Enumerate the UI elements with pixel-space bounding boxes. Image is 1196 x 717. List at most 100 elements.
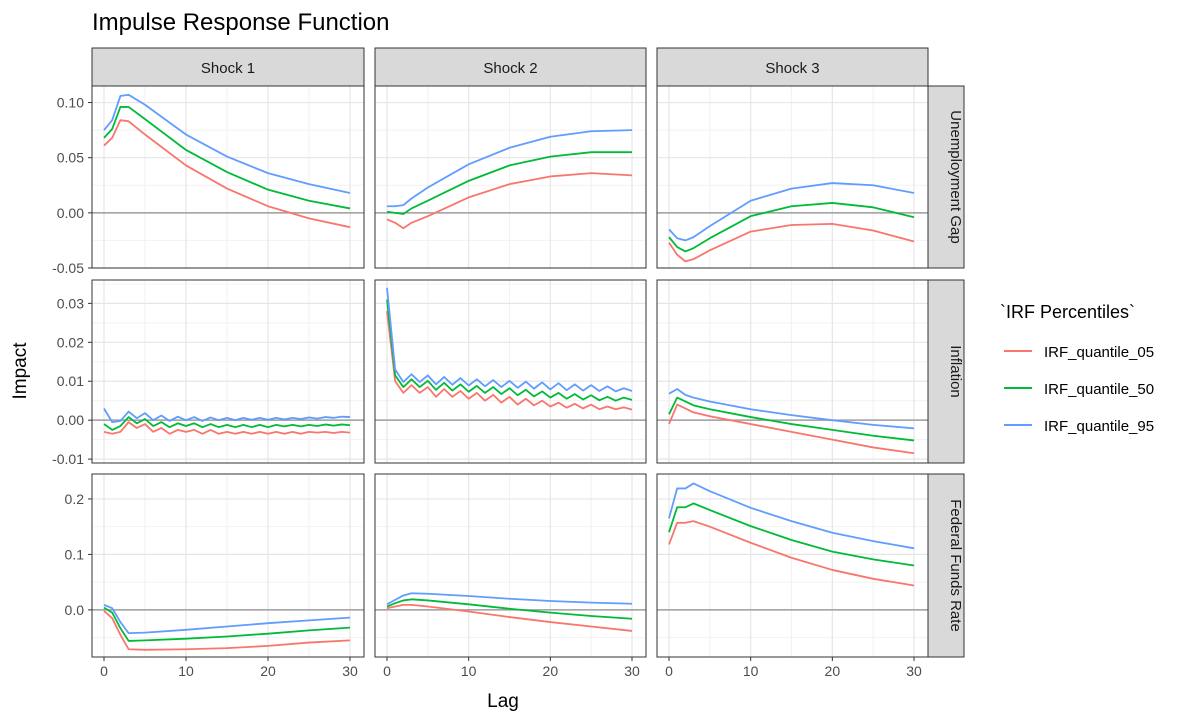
series-group bbox=[103, 93, 351, 229]
strip-label-inflation: Inflation bbox=[947, 345, 964, 398]
series-line-irf-quantile-95 bbox=[668, 182, 915, 242]
series-line-irf-quantile-95 bbox=[386, 592, 633, 606]
series-group bbox=[386, 592, 633, 632]
y-tick-label: 0.00 bbox=[57, 412, 84, 428]
panel-inflation-shock-3 bbox=[656, 279, 929, 464]
series-line-irf-quantile-05 bbox=[386, 311, 633, 411]
series-line-irf-quantile-50 bbox=[386, 299, 633, 402]
strip-row-2 bbox=[927, 279, 965, 464]
chart-title: Impulse Response Function bbox=[92, 9, 390, 36]
panel-inflation-shock-2 bbox=[374, 279, 647, 464]
series-line-irf-quantile-05 bbox=[668, 403, 915, 455]
series-line-irf-quantile-95 bbox=[386, 287, 633, 393]
series-line-irf-quantile-50 bbox=[103, 106, 351, 210]
panel-border bbox=[91, 473, 365, 658]
strip-row-1 bbox=[927, 85, 965, 269]
series-line-irf-quantile-95 bbox=[387, 129, 633, 208]
strip-label-shock-1: Shock 1 bbox=[201, 60, 255, 77]
series-line-irf-quantile-95 bbox=[103, 93, 351, 194]
series-line-irf-quantile-95 bbox=[103, 604, 351, 635]
series-group bbox=[386, 287, 633, 411]
series-line-irf-quantile-50 bbox=[386, 598, 633, 620]
strip-column-1 bbox=[91, 47, 365, 87]
x-axis-title: Lag bbox=[487, 691, 519, 712]
panel-unemployment-gap-shock-1 bbox=[91, 85, 365, 269]
series-group bbox=[668, 388, 915, 455]
panel-background bbox=[375, 86, 646, 268]
panel-border bbox=[374, 473, 647, 658]
x-tick-label: 0 bbox=[665, 663, 673, 679]
legend-title: `IRF Percentiles` bbox=[1000, 302, 1135, 322]
series-group bbox=[103, 604, 351, 651]
strip-column-2 bbox=[374, 47, 647, 87]
y-tick-label: -0.01 bbox=[52, 451, 84, 467]
panel-background bbox=[657, 86, 928, 268]
series-line-irf-quantile-50 bbox=[103, 606, 351, 642]
y-tick-label: 0.05 bbox=[57, 150, 84, 166]
strip-label-federal-funds-rate: Federal Funds Rate bbox=[947, 499, 964, 632]
series-line-irf-quantile-50 bbox=[386, 151, 632, 215]
panel-border bbox=[656, 473, 929, 658]
x-tick-label: 30 bbox=[906, 663, 922, 679]
y-tick-label: 0.1 bbox=[65, 546, 85, 562]
panel-background bbox=[375, 474, 646, 657]
series-line-irf-quantile-95 bbox=[668, 388, 915, 430]
y-tick-label: 0.2 bbox=[65, 491, 85, 507]
series-line-irf-quantile-95 bbox=[103, 408, 351, 424]
x-tick-label: 0 bbox=[383, 663, 391, 679]
x-tick-label: 20 bbox=[825, 663, 841, 679]
panel-unemployment-gap-shock-3 bbox=[656, 85, 929, 269]
panel-background bbox=[375, 280, 646, 463]
strip-column-3 bbox=[656, 47, 929, 87]
y-tick-label: 0.00 bbox=[57, 205, 84, 221]
y-tick-label: 0.03 bbox=[57, 295, 84, 311]
y-tick-label: 0.02 bbox=[57, 334, 84, 350]
series-line-irf-quantile-95 bbox=[668, 482, 915, 550]
legend-label-irf-quantile-05: IRF_quantile_05 bbox=[1044, 344, 1154, 361]
panel-background bbox=[92, 86, 364, 268]
panel-border bbox=[91, 85, 365, 269]
panel-border bbox=[656, 85, 929, 269]
facet-grid: Shock 1 Shock 2 Shock 3 Unemployment Gap -0.… bbox=[52, 47, 965, 679]
x-tick-label: 20 bbox=[260, 663, 276, 679]
panel-border bbox=[374, 279, 647, 464]
legend: `IRF Percentiles` IRF_quantile_05 IRF_qua… bbox=[1000, 302, 1154, 435]
panel-federal-funds-rate-shock-1 bbox=[91, 473, 365, 658]
legend-label-irf-quantile-50: IRF_quantile_50 bbox=[1044, 381, 1154, 398]
series-line-irf-quantile-05 bbox=[668, 520, 915, 587]
strip-label-shock-2: Shock 2 bbox=[483, 60, 537, 77]
series-line-irf-quantile-50 bbox=[668, 202, 915, 253]
series-group bbox=[386, 129, 633, 230]
y-tick-label: -0.05 bbox=[52, 260, 84, 276]
series-group bbox=[668, 482, 915, 587]
panel-background bbox=[657, 474, 928, 657]
x-tick-label: 30 bbox=[342, 663, 358, 679]
panel-federal-funds-rate-shock-3 bbox=[656, 473, 929, 658]
series-group bbox=[668, 182, 915, 263]
series-group bbox=[103, 408, 351, 435]
series-line-irf-quantile-50 bbox=[103, 416, 351, 431]
y-axis-title: Impact bbox=[10, 342, 31, 400]
panel-border bbox=[656, 279, 929, 464]
series-line-irf-quantile-05 bbox=[668, 222, 915, 263]
panel-inflation-shock-1 bbox=[91, 279, 365, 464]
strip-label-shock-3: Shock 3 bbox=[765, 60, 819, 77]
panel-background bbox=[657, 280, 928, 463]
series-line-irf-quantile-05 bbox=[103, 119, 351, 229]
series-line-irf-quantile-50 bbox=[668, 396, 915, 442]
panel-border bbox=[374, 85, 647, 269]
y-tick-label: 0.01 bbox=[57, 373, 84, 389]
panel-border bbox=[91, 279, 365, 464]
x-tick-label: 10 bbox=[461, 663, 477, 679]
y-tick-label: 0.10 bbox=[57, 95, 84, 111]
panel-federal-funds-rate-shock-2 bbox=[374, 473, 647, 658]
legend-label-irf-quantile-95: IRF_quantile_95 bbox=[1044, 418, 1154, 435]
series-line-irf-quantile-05 bbox=[386, 172, 633, 230]
x-tick-label: 30 bbox=[624, 663, 640, 679]
x-tick-label: 10 bbox=[178, 663, 194, 679]
x-tick-label: 20 bbox=[543, 663, 559, 679]
panel-background bbox=[92, 280, 364, 463]
series-line-irf-quantile-50 bbox=[668, 502, 915, 567]
series-line-irf-quantile-05 bbox=[103, 610, 351, 651]
